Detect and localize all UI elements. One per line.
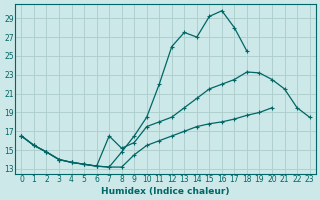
X-axis label: Humidex (Indice chaleur): Humidex (Indice chaleur)	[101, 187, 230, 196]
